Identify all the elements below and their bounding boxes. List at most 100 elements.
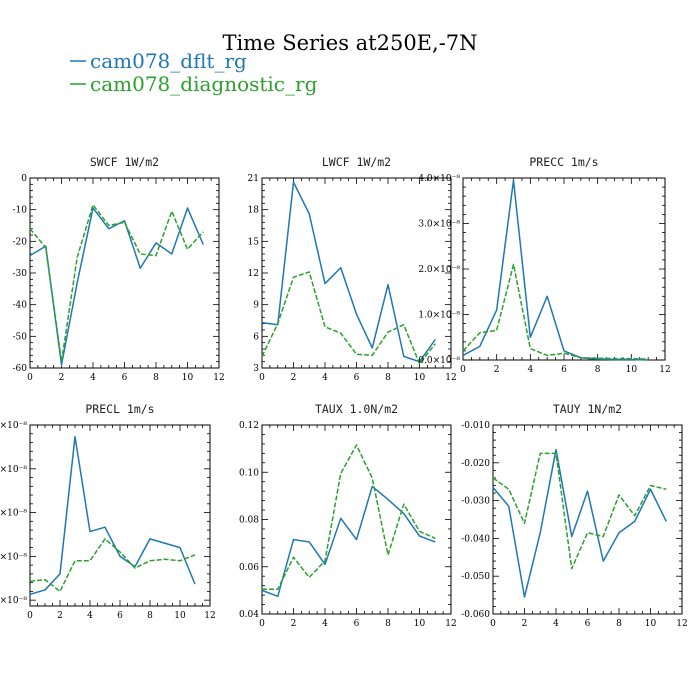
x-tick-label-precc: 10 xyxy=(626,365,638,375)
x-tick-label-precl: 8 xyxy=(147,611,153,621)
y-tick-label-taux: 0.06 xyxy=(239,563,259,573)
x-tick-label-lwcf: 6 xyxy=(354,373,360,383)
series-line-taux-dflt xyxy=(261,485,436,598)
y-tick-label-precc: 3.0×10⁻⁸ xyxy=(418,220,460,230)
x-tick-label-lwcf: 0 xyxy=(259,373,265,383)
y-tick-label-taux: 0.12 xyxy=(239,421,259,431)
y-tick-label-tauy: -0.010 xyxy=(461,421,490,431)
panel-title-taux: TAUX 1.0N/m2 xyxy=(315,402,398,416)
series-line-precc-diagnostic xyxy=(462,263,649,360)
y-tick-label-lwcf: 12 xyxy=(248,269,259,279)
x-tick-label-lwcf: 12 xyxy=(445,373,456,383)
x-tick-label-swcf: 12 xyxy=(213,373,224,383)
panels: SWCF 1W/m2 0 2 4 6 8 10 12 0 -10 -20 -30 -40 -50 -60 LW… xyxy=(0,155,688,629)
panel-title-tauy: TAUY 1N/m2 xyxy=(553,402,622,416)
y-tick-label-swcf: 0 xyxy=(21,174,27,184)
x-tick-label-precc: 12 xyxy=(659,365,670,375)
panel-swcf: SWCF 1W/m2 0 2 4 6 8 10 12 0 -10 -20 -30 -40 -50 -60 xyxy=(13,155,225,383)
y-tick-label-tauy: -0.060 xyxy=(461,610,490,620)
y-tick-label-taux: 0.04 xyxy=(239,610,259,620)
x-tick-label-tauy: 10 xyxy=(645,619,657,629)
panel-lwcf: LWCF 1W/m2 0 2 4 6 8 10 12 3 6 9 12 15 18 21 xyxy=(248,155,457,383)
x-tick-label-lwcf: 2 xyxy=(291,373,297,383)
y-tick-label-swcf: -30 xyxy=(13,269,28,279)
y-tick-label-precc: 2.0×10⁻⁸ xyxy=(418,265,460,275)
x-tick-label-tauy: 8 xyxy=(616,619,622,629)
x-tick-label-taux: 10 xyxy=(414,619,426,629)
series-line-lwcf-diagnostic xyxy=(261,271,436,365)
figure-title: Time Series at250E,-7N xyxy=(222,31,477,55)
y-tick-label-precl: ×10⁻⁸ xyxy=(0,596,27,606)
y-tick-label-swcf: -40 xyxy=(13,301,28,311)
panel-title-swcf: SWCF 1W/m2 xyxy=(90,155,159,169)
x-tick-label-lwcf: 10 xyxy=(414,373,426,383)
series-line-precc-dflt xyxy=(462,179,649,361)
x-tick-label-swcf: 6 xyxy=(122,373,128,383)
panel-taux: TAUX 1.0N/m2 0 2 4 6 8 10 12 0.04 0.06 0.08 0.10 0.1… xyxy=(239,402,457,629)
x-tick-label-precl: 12 xyxy=(204,611,215,621)
series-line-lwcf-dflt xyxy=(261,181,436,363)
y-tick-label-lwcf: 3 xyxy=(253,364,259,374)
series-line-precl-diagnostic xyxy=(29,538,196,593)
plot-frame-tauy xyxy=(492,424,683,615)
y-tick-label-lwcf: 9 xyxy=(253,301,259,311)
x-tick-label-precc: 4 xyxy=(527,365,533,375)
y-tick-label-swcf: -50 xyxy=(13,332,28,342)
x-tick-label-taux: 0 xyxy=(259,619,265,629)
x-tick-label-precl: 6 xyxy=(117,611,123,621)
x-tick-label-precc: 0 xyxy=(460,365,466,375)
y-tick-label-precl: ×10⁻⁸ xyxy=(0,552,27,562)
x-tick-label-swcf: 8 xyxy=(153,373,159,383)
panel-precc: PRECC 1m/s 0 2 4 6 8 10 12 0.0×10⁻⁸ 1.0×10⁻⁸ 2.0×1… xyxy=(418,155,670,375)
y-tick-label-precc: 1.0×10⁻⁸ xyxy=(418,311,460,321)
x-tick-label-tauy: 2 xyxy=(522,619,528,629)
y-tick-label-swcf: -60 xyxy=(13,364,28,374)
y-tick-label-precc: 0.0×10⁻⁸ xyxy=(418,356,460,366)
y-tick-label-tauy: -0.030 xyxy=(461,497,490,507)
series-line-precl-dflt xyxy=(29,435,196,596)
panel-precl: PRECL 1m/s 0 2 4 6 8 10 12 ×10⁻⁸ ×10⁻⁸ ×10⁻⁸ ×10⁻⁸ ×… xyxy=(0,402,216,621)
x-tick-label-precl: 2 xyxy=(57,611,63,621)
y-tick-label-precl: ×10⁻⁸ xyxy=(0,465,27,475)
x-tick-label-precc: 2 xyxy=(494,365,500,375)
x-tick-label-tauy: 0 xyxy=(490,619,496,629)
y-tick-label-tauy: -0.040 xyxy=(461,534,490,544)
x-tick-label-tauy: 4 xyxy=(553,619,559,629)
x-tick-label-precl: 0 xyxy=(27,611,33,621)
series-line-swcf-diagnostic xyxy=(29,204,204,363)
y-tick-label-precl: ×10⁻⁸ xyxy=(0,421,27,431)
y-tick-label-lwcf: 6 xyxy=(253,332,259,342)
y-tick-label-tauy: -0.020 xyxy=(461,459,490,469)
y-tick-label-lwcf: 18 xyxy=(248,206,260,216)
x-tick-label-swcf: 4 xyxy=(90,373,96,383)
legend-label-dflt: cam078_dflt_rg xyxy=(90,49,247,73)
x-tick-label-precc: 8 xyxy=(595,365,601,375)
y-tick-label-taux: 0.10 xyxy=(239,468,259,478)
y-tick-label-lwcf: 21 xyxy=(248,174,259,184)
panel-title-precc: PRECC 1m/s xyxy=(529,155,598,169)
x-tick-label-taux: 2 xyxy=(291,619,297,629)
x-tick-label-precl: 10 xyxy=(174,611,186,621)
x-tick-label-swcf: 0 xyxy=(27,373,33,383)
y-tick-label-lwcf: 15 xyxy=(248,237,260,247)
y-tick-label-taux: 0.08 xyxy=(239,516,259,526)
legend: cam078_dflt_rg cam078_diagnostic_rg xyxy=(70,49,318,96)
x-tick-label-swcf: 10 xyxy=(182,373,194,383)
series-line-tauy-diagnostic xyxy=(492,452,667,570)
x-tick-label-taux: 4 xyxy=(322,619,328,629)
series-line-swcf-dflt xyxy=(29,207,204,366)
x-tick-label-taux: 12 xyxy=(445,619,456,629)
y-tick-label-precl: ×10⁻⁸ xyxy=(0,509,27,519)
x-tick-label-precc: 6 xyxy=(561,365,567,375)
y-tick-label-tauy: -0.050 xyxy=(461,572,490,582)
series-line-tauy-dflt xyxy=(492,448,667,598)
panel-title-lwcf: LWCF 1W/m2 xyxy=(322,155,391,169)
panel-tauy: TAUY 1N/m2 0 2 4 6 8 10 12 -0.010 -0.020 -0.030 -0.… xyxy=(461,402,688,629)
series-line-taux-diagnostic xyxy=(262,444,436,590)
x-tick-label-precl: 4 xyxy=(87,611,93,621)
legend-label-diagnostic: cam078_diagnostic_rg xyxy=(90,72,318,96)
x-tick-label-swcf: 2 xyxy=(59,373,65,383)
y-tick-label-precc: 4.0×10⁻⁸ xyxy=(418,174,460,184)
plot-frame-precl xyxy=(29,424,211,607)
